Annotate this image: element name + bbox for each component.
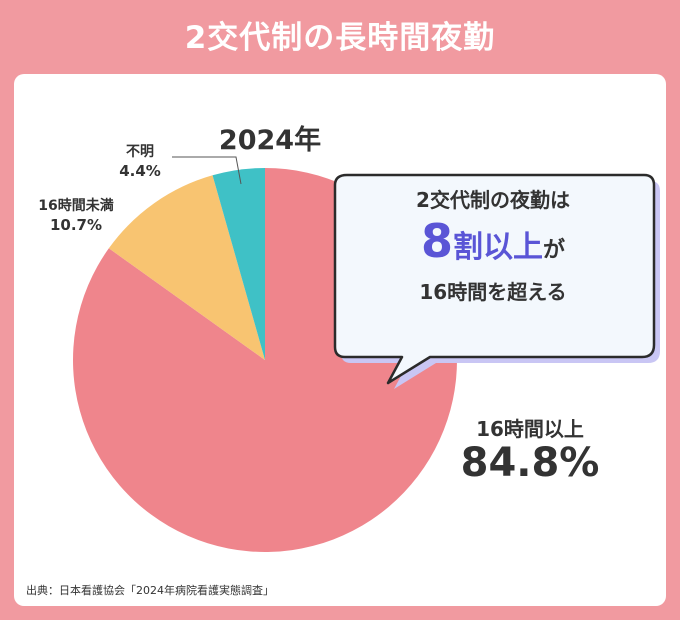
pie-slice-unknown <box>212 168 265 360</box>
callout-line1: 2交代制の夜勤は <box>416 188 570 212</box>
slice-value: 4.4% <box>119 162 161 180</box>
callout-line2: 8割以上が <box>345 215 641 277</box>
year-label: 2024年 <box>218 125 322 156</box>
slice-name: 不明 <box>126 144 154 160</box>
slice-label-unknown: 不明 4.4% <box>100 143 180 181</box>
source-note: 出典：日本看護協会「2024年病院看護実態調査」 <box>26 584 274 597</box>
leader-line-unknown <box>172 156 242 185</box>
page-title: 2交代制の長時間夜勤 <box>184 20 496 56</box>
slice-value: 10.7% <box>49 216 103 234</box>
callout-number: 8 <box>420 214 453 268</box>
slice-label-over16: 16時間以上 84.8% <box>430 417 630 487</box>
callout-highlight: 割以上 <box>453 230 543 265</box>
slice-name: 16時間未満 <box>38 198 114 214</box>
slice-label-under16: 16時間未満 10.7% <box>26 197 126 235</box>
pie-slice-under16 <box>108 175 265 360</box>
slice-value: 84.8% <box>460 440 600 486</box>
callout-text: 2交代制の夜勤は 8割以上が 16時間を超える <box>345 185 641 307</box>
slice-name: 16時間以上 <box>476 417 584 441</box>
callout-suffix: が <box>543 238 566 263</box>
callout-bubble <box>333 173 660 389</box>
callout-line3: 16時間を超える <box>419 280 567 304</box>
